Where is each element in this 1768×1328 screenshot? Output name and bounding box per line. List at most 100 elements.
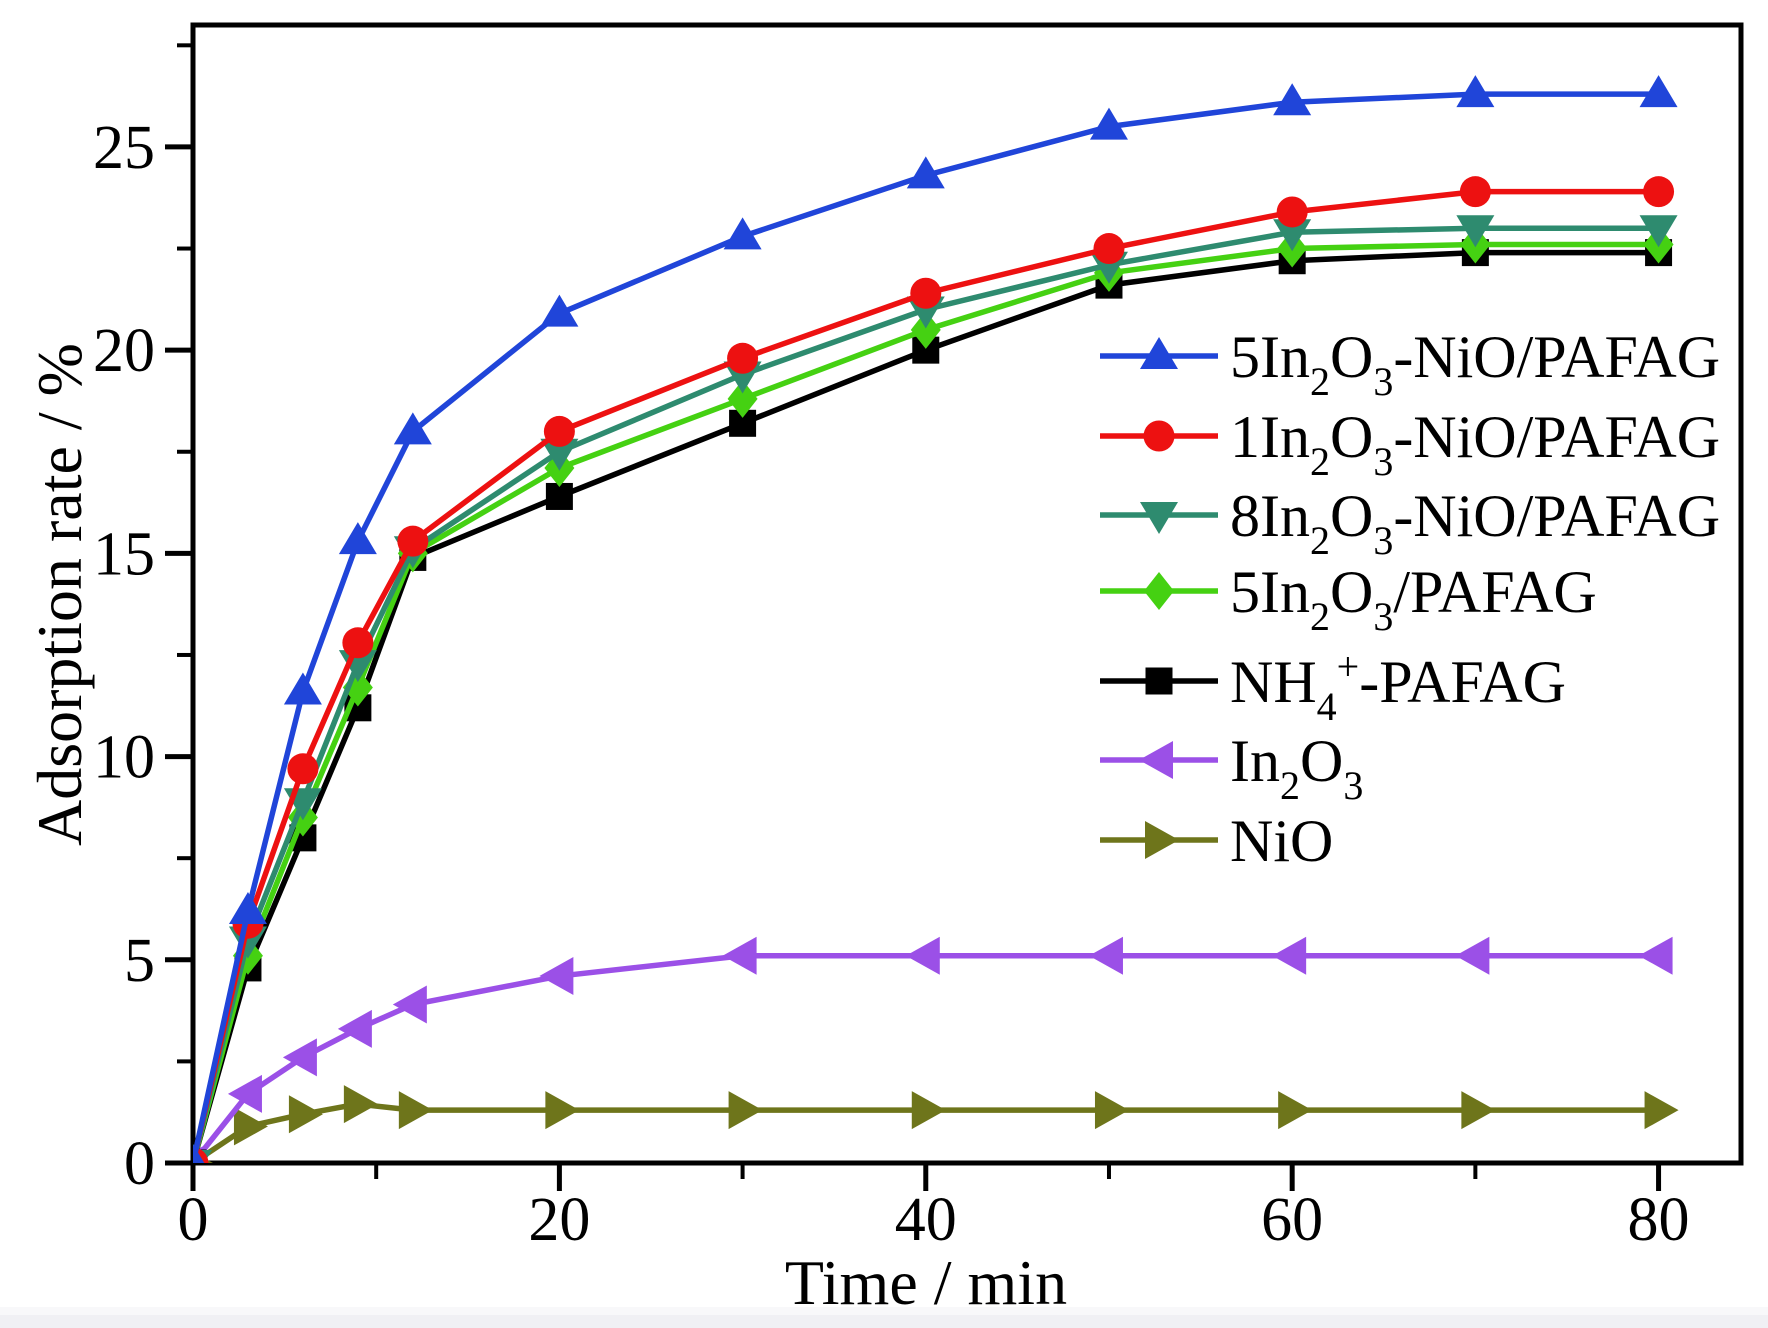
data-point-in2o3: [905, 936, 940, 975]
data-point-nio: [233, 1107, 268, 1146]
legend-label-nio: NiO: [1230, 808, 1333, 874]
data-point-8in2o3-nio-pafag: [1639, 215, 1678, 248]
legend-marker-8in2o3-nio-pafag: [1140, 502, 1178, 534]
tick-label: 60: [1261, 1186, 1323, 1254]
legend-marker-in2o3: [1139, 741, 1173, 779]
legend-marker-1in2o3-nio-pafag: [1143, 420, 1175, 452]
legend-item-nio: NiO: [1100, 808, 1333, 874]
data-point-1in2o3-nio-pafag: [1093, 233, 1125, 265]
series-line-nh4-pafag: [193, 249, 1659, 1163]
legend-label-5in2o3-nio-pafag: 5In2O3-NiO/PAFAG: [1230, 324, 1720, 404]
tick-label: 5: [124, 927, 155, 995]
series-1in2o3-nio-pafag: [193, 176, 1675, 1163]
data-point-nio: [911, 1091, 946, 1130]
data-point-5in2o3-nio-pafag: [1273, 83, 1312, 116]
data-point-1in2o3-nio-pafag: [342, 627, 374, 659]
tick-label: 20: [93, 317, 155, 385]
data-point-nio: [398, 1091, 433, 1130]
plot-frame: [190, 22, 1744, 1166]
data-point-5in2o3-nio-pafag: [906, 156, 945, 189]
tick-label: 80: [1628, 1186, 1690, 1254]
series-line-8in2o3-nio-pafag: [193, 225, 1659, 1163]
legend-marker-5in2o3-nio-pafag: [1140, 337, 1178, 369]
series-nio: [193, 1085, 1679, 1163]
data-point-1in2o3-nio-pafag: [397, 525, 429, 557]
legend-item-in2o3: In2O3: [1100, 728, 1363, 808]
data-point-in2o3: [1088, 936, 1123, 975]
data-point-nio: [1461, 1091, 1496, 1130]
y-tick-labels: 0 5 10 15 20 25: [93, 114, 155, 1198]
data-point-in2o3: [337, 1009, 372, 1048]
series-line-1in2o3-nio-pafag: [193, 188, 1659, 1163]
series-5in2o3-nio-pafag: [193, 75, 1678, 1163]
tick-label: 0: [178, 1186, 209, 1254]
series-line-5in2o3-nio-pafag: [193, 91, 1659, 1163]
legend-label-nh4-pafag: NH4+-PAFAG: [1230, 644, 1566, 729]
series-in2o3: [193, 936, 1673, 1163]
data-point-nio: [728, 1091, 763, 1130]
data-point-in2o3: [282, 1038, 317, 1077]
legend-label-1in2o3-nio-pafag: 1In2O3-NiO/PAFAG: [1230, 404, 1720, 484]
data-point-nio: [343, 1085, 378, 1124]
data-point-1in2o3-nio-pafag: [543, 415, 575, 447]
data-point-5in2o3-pafag: [910, 310, 941, 349]
legend-marker-5in2o3-pafag: [1144, 572, 1174, 610]
y-axis-ticks: [165, 43, 193, 1166]
legend-marker-nio: [1145, 821, 1179, 859]
data-point-nio: [1094, 1091, 1129, 1130]
data-point-5in2o3-nio-pafag: [283, 672, 322, 705]
data-point-5in2o3-nio-pafag: [540, 294, 579, 327]
data-point-5in2o3-nio-pafag: [393, 412, 432, 445]
data-point-nh4-pafag: [545, 482, 573, 510]
legend-item-8in2o3-nio-pafag: 8In2O3-NiO/PAFAG: [1100, 483, 1720, 563]
tick-label: 40: [895, 1186, 957, 1254]
series-line-5in2o3-pafag: [193, 241, 1659, 1163]
data-point-in2o3: [539, 957, 574, 996]
data-point-in2o3: [227, 1074, 262, 1113]
x-tick-labels: 0 20 40 60 80: [178, 1186, 1690, 1254]
page-bottom-strip: [0, 1307, 1768, 1328]
data-point-in2o3: [722, 936, 757, 975]
legend-item-1in2o3-nio-pafag: 1In2O3-NiO/PAFAG: [1100, 404, 1720, 484]
data-point-nio: [288, 1095, 323, 1134]
data-point-5in2o3-nio-pafag: [723, 217, 762, 250]
data-point-nio: [1644, 1091, 1679, 1130]
legend-item-5in2o3-pafag: 5In2O3/PAFAG: [1100, 559, 1597, 639]
legend-marker-nh4-pafag: [1145, 667, 1173, 695]
legend-label-in2o3: In2O3: [1230, 728, 1363, 808]
x-axis-ticks: [190, 1163, 1662, 1191]
data-point-5in2o3-nio-pafag: [1456, 75, 1495, 108]
data-point-in2o3: [392, 985, 427, 1024]
data-point-5in2o3-nio-pafag: [193, 1144, 205, 1163]
data-point-5in2o3-nio-pafag: [1089, 107, 1128, 140]
data-point-8in2o3-nio-pafag: [1456, 215, 1495, 248]
series-layer: [193, 75, 1679, 1163]
axes: [165, 22, 1744, 1191]
legend-label-5in2o3-pafag: 5In2O3/PAFAG: [1230, 559, 1597, 639]
tick-label: 0: [124, 1130, 155, 1198]
tick-label: 20: [528, 1186, 590, 1254]
data-point-1in2o3-nio-pafag: [1643, 176, 1675, 208]
data-point-1in2o3-nio-pafag: [287, 753, 319, 785]
data-point-1in2o3-nio-pafag: [727, 342, 759, 374]
tick-label: 15: [93, 520, 155, 588]
data-point-in2o3: [1272, 936, 1307, 975]
data-point-1in2o3-nio-pafag: [1459, 176, 1491, 208]
data-point-in2o3: [1455, 936, 1490, 975]
tick-label: 10: [93, 724, 155, 792]
data-point-1in2o3-nio-pafag: [910, 277, 942, 309]
legend-item-5in2o3-nio-pafag: 5In2O3-NiO/PAFAG: [1100, 324, 1720, 404]
data-point-5in2o3-nio-pafag: [228, 892, 267, 925]
data-point-1in2o3-nio-pafag: [1276, 196, 1308, 228]
data-point-5in2o3-nio-pafag: [338, 522, 377, 555]
data-point-in2o3: [1638, 936, 1673, 975]
data-point-8in2o3-nio-pafag: [1273, 219, 1312, 252]
legend-label-8in2o3-nio-pafag: 8In2O3-NiO/PAFAG: [1230, 483, 1720, 563]
data-point-5in2o3-pafag: [727, 379, 758, 418]
legend: 5In2O3-NiO/PAFAG1In2O3-NiO/PAFAG8In2O3-N…: [1100, 324, 1720, 874]
series-line-in2o3: [193, 952, 1659, 1163]
data-point-nio: [545, 1091, 580, 1130]
legend-item-nh4-pafag: NH4+-PAFAG: [1100, 644, 1566, 729]
